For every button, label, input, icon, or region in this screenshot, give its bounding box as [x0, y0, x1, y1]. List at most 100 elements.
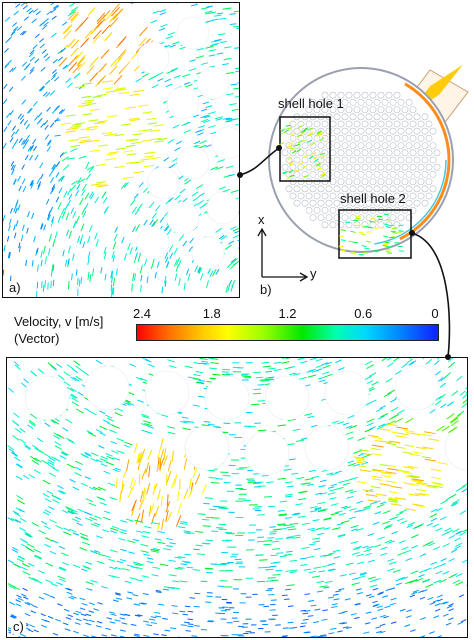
- velocity-vector: [348, 516, 357, 520]
- velocity-vector: [109, 566, 117, 570]
- velocity-vector: [134, 519, 144, 523]
- velocity-vector: [230, 189, 239, 193]
- velocity-vector: [263, 543, 272, 546]
- velocity-vector: [92, 95, 102, 98]
- velocity-vector: [72, 211, 77, 219]
- velocity-vector: [310, 424, 318, 428]
- velocity-vector: [316, 527, 325, 530]
- velocity-vector: [96, 181, 106, 184]
- velocity-vector: [20, 139, 26, 146]
- velocity-vector: [313, 566, 322, 569]
- velocity-vector: [133, 193, 139, 199]
- velocity-vector: [316, 580, 325, 584]
- velocity-vector: [429, 631, 435, 635]
- velocity-vector: [23, 65, 29, 71]
- velocity-vector: [448, 361, 455, 369]
- velocity-vector: [61, 21, 68, 26]
- velocity-vector: [43, 245, 46, 254]
- velocity-vector: [12, 164, 17, 171]
- velocity-vector: [57, 490, 65, 495]
- velocity-vector: [448, 617, 454, 621]
- velocity-vector: [80, 536, 89, 540]
- velocity-vector: [307, 415, 315, 419]
- velocity-vector: [172, 157, 179, 163]
- velocity-vector: [21, 178, 26, 185]
- velocity-vector: [377, 608, 384, 611]
- velocity-vector: [165, 256, 169, 263]
- velocity-vector: [383, 392, 392, 398]
- velocity-vector: [137, 104, 149, 107]
- velocity-vector: [200, 62, 208, 66]
- velocity-vector: [433, 565, 440, 570]
- velocity-vector: [345, 431, 354, 435]
- velocity-vector: [168, 197, 174, 203]
- velocity-vector: [143, 155, 155, 158]
- velocity-vector: [123, 181, 129, 189]
- velocity-vector: [62, 25, 71, 35]
- velocity-vector: [66, 188, 72, 196]
- velocity-vector: [239, 59, 240, 60]
- velocity-vector: [268, 367, 276, 370]
- velocity-vector: [194, 265, 199, 273]
- velocity-vector: [356, 561, 365, 565]
- tube-hole: [206, 191, 239, 225]
- velocity-vector: [39, 162, 44, 169]
- velocity-vector: [90, 193, 95, 200]
- velocity-vector: [283, 524, 292, 527]
- velocity-vector: [372, 468, 384, 472]
- velocity-vector: [338, 480, 346, 484]
- velocity-vector: [129, 577, 138, 580]
- velocity-vector: [97, 602, 103, 605]
- velocity-vector: [80, 139, 92, 142]
- velocity-vector: [46, 10, 52, 16]
- velocity-vector: [70, 393, 78, 399]
- velocity-vector: [299, 557, 307, 560]
- velocity-vector: [401, 546, 409, 551]
- velocity-vector: [309, 358, 317, 361]
- velocity-vector: [105, 453, 113, 457]
- velocity-vector: [36, 178, 41, 185]
- velocity-vector: [178, 526, 186, 529]
- velocity-vector: [355, 588, 362, 591]
- velocity-vector: [13, 224, 16, 231]
- velocity-vector: [82, 454, 89, 459]
- velocity-vector: [41, 49, 47, 54]
- velocity-vector: [375, 626, 382, 629]
- velocity-vector: [375, 493, 387, 497]
- velocity-vector: [225, 117, 233, 121]
- velocity-vector: [395, 435, 407, 438]
- velocity-vector: [151, 521, 160, 525]
- velocity-vector: [22, 185, 27, 193]
- velocity-vector: [374, 511, 382, 515]
- velocity-vector: [280, 128, 286, 131]
- velocity-vector: [29, 56, 35, 62]
- velocity-vector: [93, 522, 101, 526]
- velocity-vector: [235, 67, 239, 70]
- velocity-vector: [371, 485, 381, 489]
- velocity-vector: [225, 165, 234, 169]
- velocity-vector: [141, 429, 149, 433]
- velocity-vector: [3, 83, 8, 90]
- velocity-vector: [223, 117, 230, 120]
- velocity-vector: [383, 525, 392, 530]
- velocity-vector: [200, 118, 209, 123]
- velocity-vector: [330, 483, 338, 487]
- velocity-vector: [57, 575, 66, 580]
- velocity-vector: [211, 517, 220, 519]
- velocity-vector: [75, 375, 83, 382]
- velocity-vector: [319, 137, 325, 142]
- velocity-vector: [189, 59, 196, 63]
- velocity-vector: [113, 165, 125, 169]
- velocity-vector: [429, 408, 436, 414]
- velocity-vector: [79, 127, 90, 131]
- velocity-vector: [67, 82, 73, 89]
- velocity-vector: [82, 241, 86, 248]
- velocity-vector: [97, 93, 107, 97]
- velocity-vector: [143, 420, 152, 424]
- velocity-vector: [15, 3, 21, 8]
- velocity-vector: [109, 621, 116, 624]
- colorbar-title-line1: Velocity, v [m/s]: [14, 314, 104, 329]
- velocity-vector: [379, 623, 386, 627]
- velocity-vector: [229, 23, 237, 25]
- velocity-vector: [33, 145, 38, 152]
